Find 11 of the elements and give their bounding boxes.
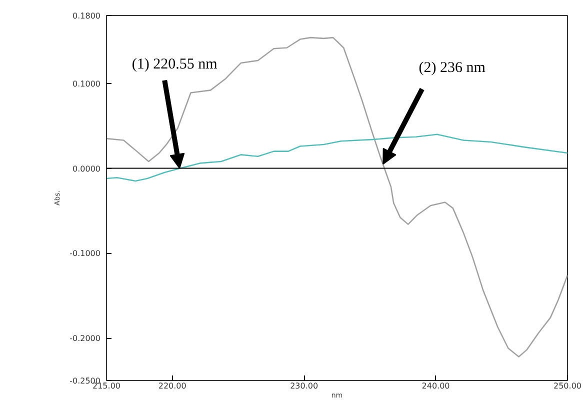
annotation: (2) 236 nm: [418, 60, 486, 76]
annotation: (1) 220.55 nm: [132, 56, 218, 72]
x-tick-label: 220.00: [158, 382, 186, 390]
y-tick-label: 0.1000: [72, 79, 101, 88]
y-tick-label: -0.1000: [70, 249, 101, 258]
x-tick-label: 230.00: [290, 382, 318, 390]
x-tick-label: 240.00: [422, 382, 450, 390]
y-tick-label: 0.1800: [72, 12, 101, 20]
x-tick-label: 250.00: [554, 382, 582, 390]
y-tick-label: -0.2000: [70, 334, 101, 344]
y-tick-label: 0.0000: [72, 164, 101, 174]
